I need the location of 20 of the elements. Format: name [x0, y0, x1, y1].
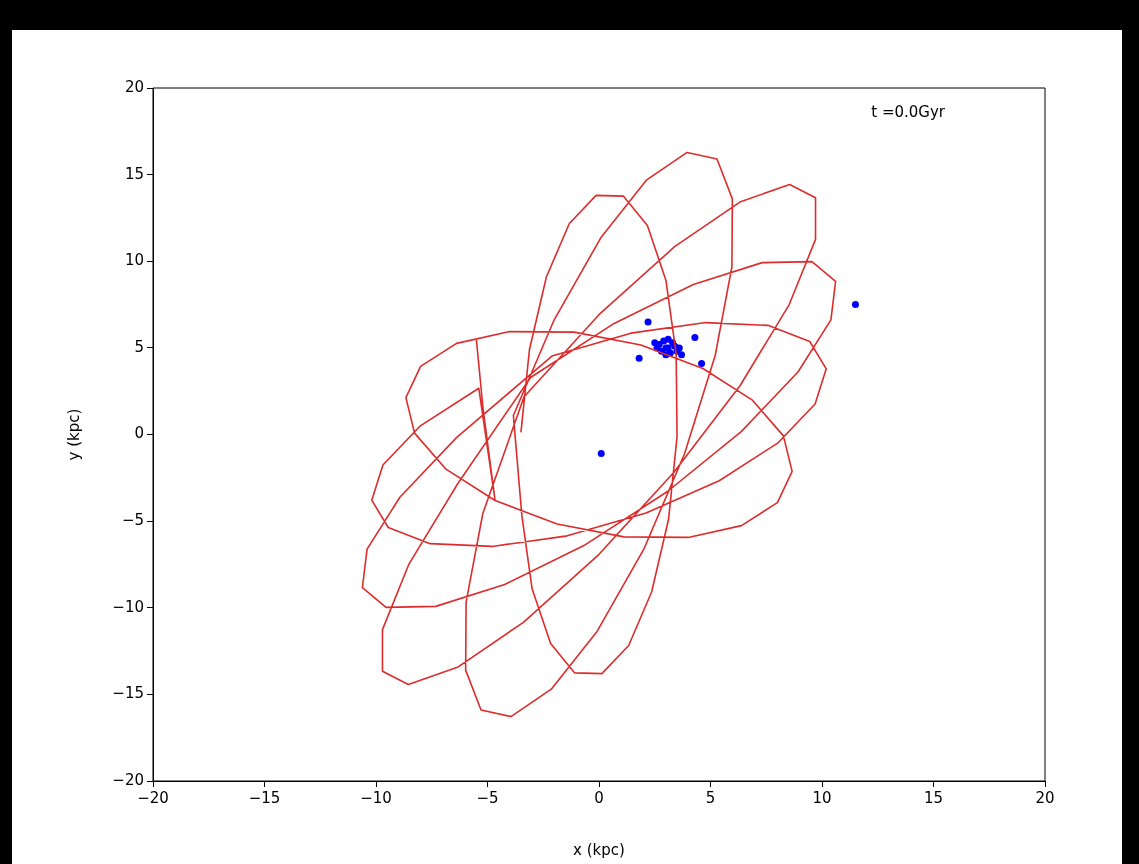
- annotation: t =0.0Gyr: [871, 103, 946, 122]
- x-tick-label: 0: [594, 788, 604, 807]
- x-axis-title: x (kpc): [573, 840, 625, 859]
- y-tick-label: −10: [112, 597, 144, 616]
- x-tick-label: 20: [1035, 788, 1055, 807]
- x-tick-label: −15: [248, 788, 281, 807]
- y-tick-label: 5: [134, 337, 144, 356]
- x-tick-label: −10: [360, 788, 392, 807]
- y-tick-label: −5: [121, 511, 144, 530]
- y-tick-label: 0: [134, 424, 144, 443]
- y-tick-label: 20: [124, 77, 144, 96]
- y-axis-title: y (kpc): [64, 408, 83, 461]
- x-tick-label: −5: [476, 788, 499, 807]
- y-tick-label: −20: [112, 770, 144, 789]
- x-tick-label: 10: [812, 788, 832, 807]
- y-tick-label: 10: [124, 251, 144, 270]
- y-tick-label: −15: [112, 684, 144, 703]
- x-tick-label: 15: [923, 788, 944, 807]
- x-tick-label: 5: [705, 788, 716, 807]
- y-tick-label: 15: [124, 164, 144, 183]
